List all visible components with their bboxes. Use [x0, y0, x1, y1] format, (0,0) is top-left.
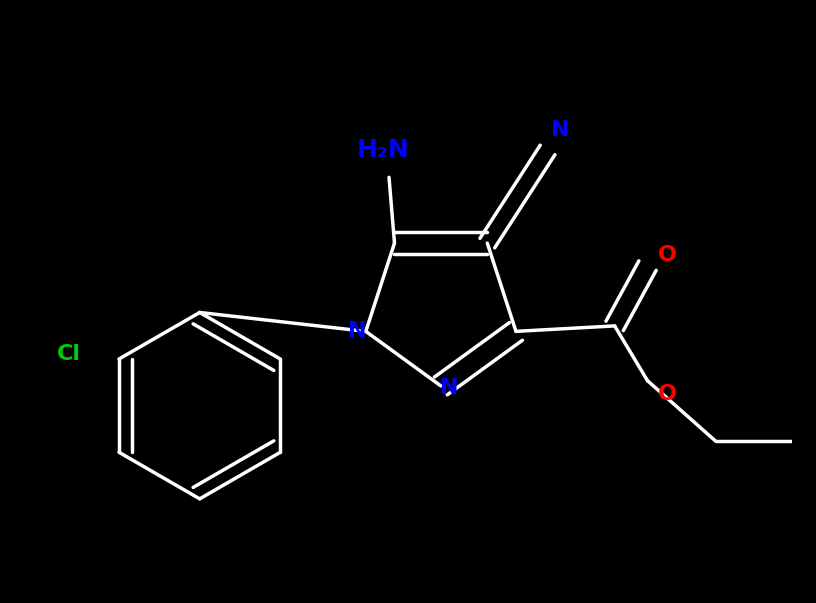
- Text: Cl: Cl: [56, 344, 81, 364]
- Text: H₂N: H₂N: [357, 138, 410, 162]
- Text: N: N: [552, 120, 570, 140]
- Text: O: O: [658, 245, 676, 265]
- Text: N: N: [441, 378, 459, 398]
- Text: N: N: [348, 321, 366, 341]
- Text: O: O: [658, 384, 676, 404]
